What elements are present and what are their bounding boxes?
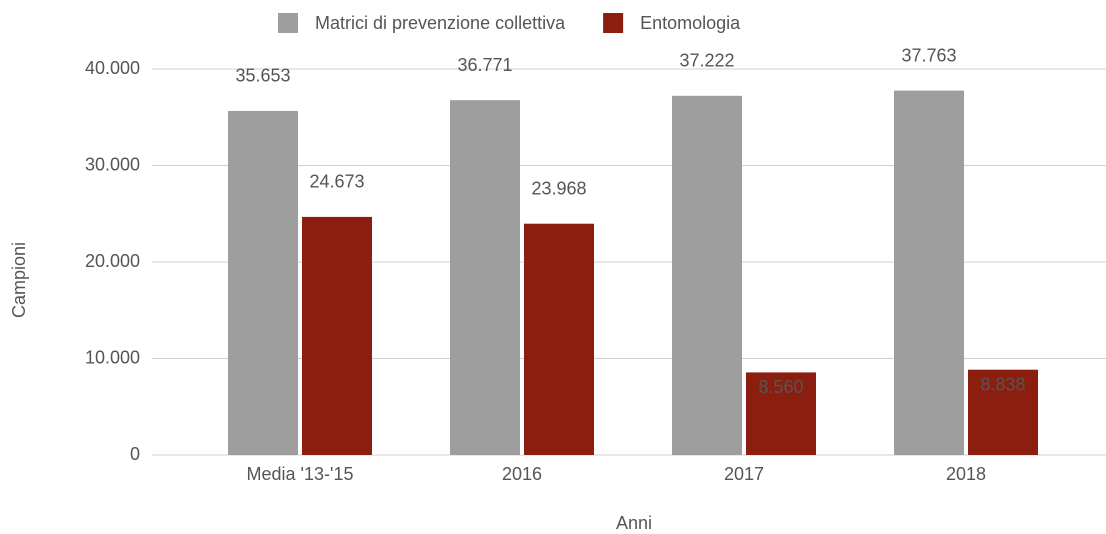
x-tick-label: 2016 <box>502 464 542 484</box>
y-tick-label: 20.000 <box>85 251 140 271</box>
bar <box>524 223 594 455</box>
data-label: 37.222 <box>679 51 734 71</box>
legend-label: Entomologia <box>640 13 741 33</box>
y-axis-title: Campioni <box>9 242 29 318</box>
bar <box>894 90 964 456</box>
data-label: 23.968 <box>531 178 586 198</box>
data-label: 35.653 <box>235 66 290 86</box>
y-tick-label: 30.000 <box>85 154 140 174</box>
x-axis-title: Anni <box>616 513 652 533</box>
bar <box>302 216 372 455</box>
legend-swatch <box>278 13 298 33</box>
data-label: 8.838 <box>980 374 1025 394</box>
y-tick-label: 0 <box>130 444 140 464</box>
data-label: 24.673 <box>309 172 364 192</box>
x-tick-label: 2017 <box>724 464 764 484</box>
legend-swatch <box>603 13 624 33</box>
x-tick-label: 2018 <box>946 464 986 484</box>
data-label: 36.771 <box>457 55 512 75</box>
data-label: 8.560 <box>758 377 803 397</box>
bar <box>746 372 816 455</box>
y-tick-label: 40.000 <box>85 58 140 78</box>
bar <box>450 100 520 455</box>
y-tick-label: 10.000 <box>85 347 140 367</box>
legend-label: Matrici di prevenzione collettiva <box>315 13 566 33</box>
x-tick-label: Media '13-'15 <box>247 464 354 484</box>
bar <box>228 110 298 455</box>
data-label: 37.763 <box>901 45 956 65</box>
bar <box>672 95 742 455</box>
bar <box>968 369 1038 455</box>
